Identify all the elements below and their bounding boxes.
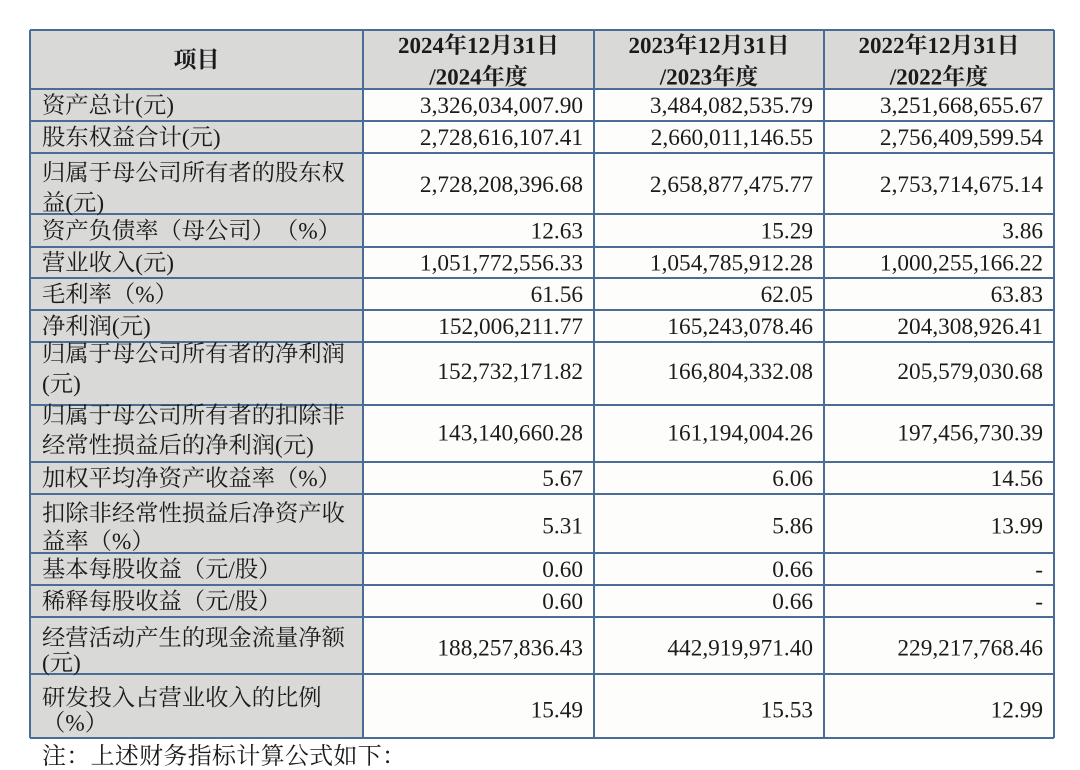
svg-text:0.60: 0.60 <box>542 557 583 583</box>
svg-text:442,919,971.40: 442,919,971.40 <box>667 636 813 662</box>
svg-text:2,728,208,396.68: 2,728,208,396.68 <box>420 172 583 198</box>
svg-text:161,194,004.26: 161,194,004.26 <box>667 421 813 447</box>
svg-text:0.66: 0.66 <box>772 557 813 583</box>
svg-text:5.86: 5.86 <box>772 514 813 540</box>
svg-text:1,000,255,166.22: 1,000,255,166.22 <box>880 251 1043 277</box>
svg-text:165,243,078.46: 165,243,078.46 <box>667 314 813 340</box>
svg-text:15.49: 15.49 <box>531 698 583 724</box>
svg-text:2,658,877,475.77: 2,658,877,475.77 <box>650 172 813 198</box>
svg-text:166,804,332.08: 166,804,332.08 <box>667 359 813 385</box>
svg-text:0.66: 0.66 <box>772 589 813 615</box>
svg-text:204,308,926.41: 204,308,926.41 <box>897 314 1043 340</box>
svg-text:143,140,660.28: 143,140,660.28 <box>437 421 583 447</box>
svg-text:-: - <box>1035 589 1043 615</box>
svg-text:205,579,030.68: 205,579,030.68 <box>897 359 1043 385</box>
svg-text:-: - <box>1035 557 1043 583</box>
svg-text:6.06: 6.06 <box>772 466 813 492</box>
svg-text:12.63: 12.63 <box>531 219 583 245</box>
svg-text:152,732,171.82: 152,732,171.82 <box>437 359 583 385</box>
svg-text:229,217,768.46: 229,217,768.46 <box>897 636 1043 662</box>
svg-text:2,756,409,599.54: 2,756,409,599.54 <box>880 125 1043 151</box>
svg-text:61.56: 61.56 <box>531 282 583 308</box>
svg-text:13.99: 13.99 <box>991 514 1043 540</box>
svg-text:2,660,011,146.55: 2,660,011,146.55 <box>651 125 813 151</box>
svg-text:197,456,730.39: 197,456,730.39 <box>897 421 1043 447</box>
svg-text:2,728,616,107.41: 2,728,616,107.41 <box>420 125 583 151</box>
svg-text:5.67: 5.67 <box>542 466 583 492</box>
svg-text:188,257,836.43: 188,257,836.43 <box>437 636 583 662</box>
svg-text:5.31: 5.31 <box>542 514 583 540</box>
svg-text:15.53: 15.53 <box>761 698 813 724</box>
svg-text:3,251,668,655.67: 3,251,668,655.67 <box>880 93 1043 119</box>
svg-text:12.99: 12.99 <box>991 698 1043 724</box>
svg-text:62.05: 62.05 <box>761 282 813 308</box>
svg-text:14.56: 14.56 <box>991 466 1043 492</box>
svg-text:0.60: 0.60 <box>542 589 583 615</box>
svg-text:3,484,082,535.79: 3,484,082,535.79 <box>650 93 813 119</box>
svg-text:15.29: 15.29 <box>761 219 813 245</box>
svg-text:2,753,714,675.14: 2,753,714,675.14 <box>880 172 1043 198</box>
svg-text:1,051,772,556.33: 1,051,772,556.33 <box>420 251 583 277</box>
svg-text:152,006,211.77: 152,006,211.77 <box>438 314 583 340</box>
svg-text:3,326,034,007.90: 3,326,034,007.90 <box>420 93 583 119</box>
svg-text:63.83: 63.83 <box>991 282 1043 308</box>
svg-text:3.86: 3.86 <box>1002 219 1043 245</box>
svg-text:1,054,785,912.28: 1,054,785,912.28 <box>650 251 813 277</box>
